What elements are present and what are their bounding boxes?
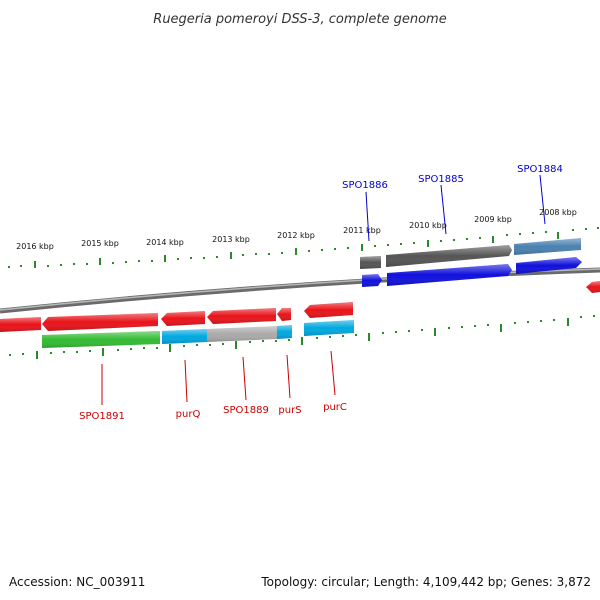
genome-summary-text: Topology: circular; Length: 4,109,442 bp… xyxy=(260,575,591,589)
ruler-tick-labels: 2016 kbp 2015 kbp 2014 kbp 2013 kbp 2012… xyxy=(16,208,577,251)
reverse-gene-labels: SPO1891 purQ SPO1889 purS purC xyxy=(79,402,347,422)
upper-ruler-major-ticks xyxy=(34,232,559,268)
forward-gene-labels: SPO1886 SPO1885 SPO1884 xyxy=(342,164,563,191)
forward-genes xyxy=(360,238,582,287)
genome-backbone xyxy=(0,267,600,314)
gene-label-spo1891[interactable]: SPO1891 xyxy=(79,411,125,422)
tick-label-2014: 2014 kbp xyxy=(146,238,184,247)
lower-ruler-dots xyxy=(9,315,595,356)
upper-ruler-dots xyxy=(8,227,599,268)
gene-label-purq[interactable]: purQ xyxy=(176,409,201,420)
tick-label-2011: 2011 kbp xyxy=(343,226,381,235)
map-title: Ruegeria pomeroyi DSS-3, complete genome xyxy=(153,12,446,27)
gene-label-spo1886[interactable]: SPO1886 xyxy=(342,180,388,191)
tick-label-2013: 2013 kbp xyxy=(212,235,250,244)
tick-label-2008: 2008 kbp xyxy=(539,208,577,217)
tick-label-2009: 2009 kbp xyxy=(474,215,512,224)
reverse-label-leaders xyxy=(101,350,336,405)
accession-text: Accession: NC_003911 xyxy=(9,575,145,589)
gene-label-spo1889[interactable]: SPO1889 xyxy=(223,405,269,416)
forward-label-leaders xyxy=(365,174,546,242)
gene-label-spo1884[interactable]: SPO1884 xyxy=(517,164,563,175)
tick-label-2015: 2015 kbp xyxy=(81,239,119,248)
reverse-genes xyxy=(0,281,600,348)
gene-label-purc[interactable]: purC xyxy=(323,402,347,413)
gene-label-purs[interactable]: purS xyxy=(278,405,301,416)
tick-label-2016: 2016 kbp xyxy=(16,242,54,251)
tick-label-2012: 2012 kbp xyxy=(277,231,315,240)
lower-ruler-major-ticks xyxy=(36,318,569,359)
tick-label-2010: 2010 kbp xyxy=(409,221,447,230)
gene-label-spo1885[interactable]: SPO1885 xyxy=(418,174,464,185)
